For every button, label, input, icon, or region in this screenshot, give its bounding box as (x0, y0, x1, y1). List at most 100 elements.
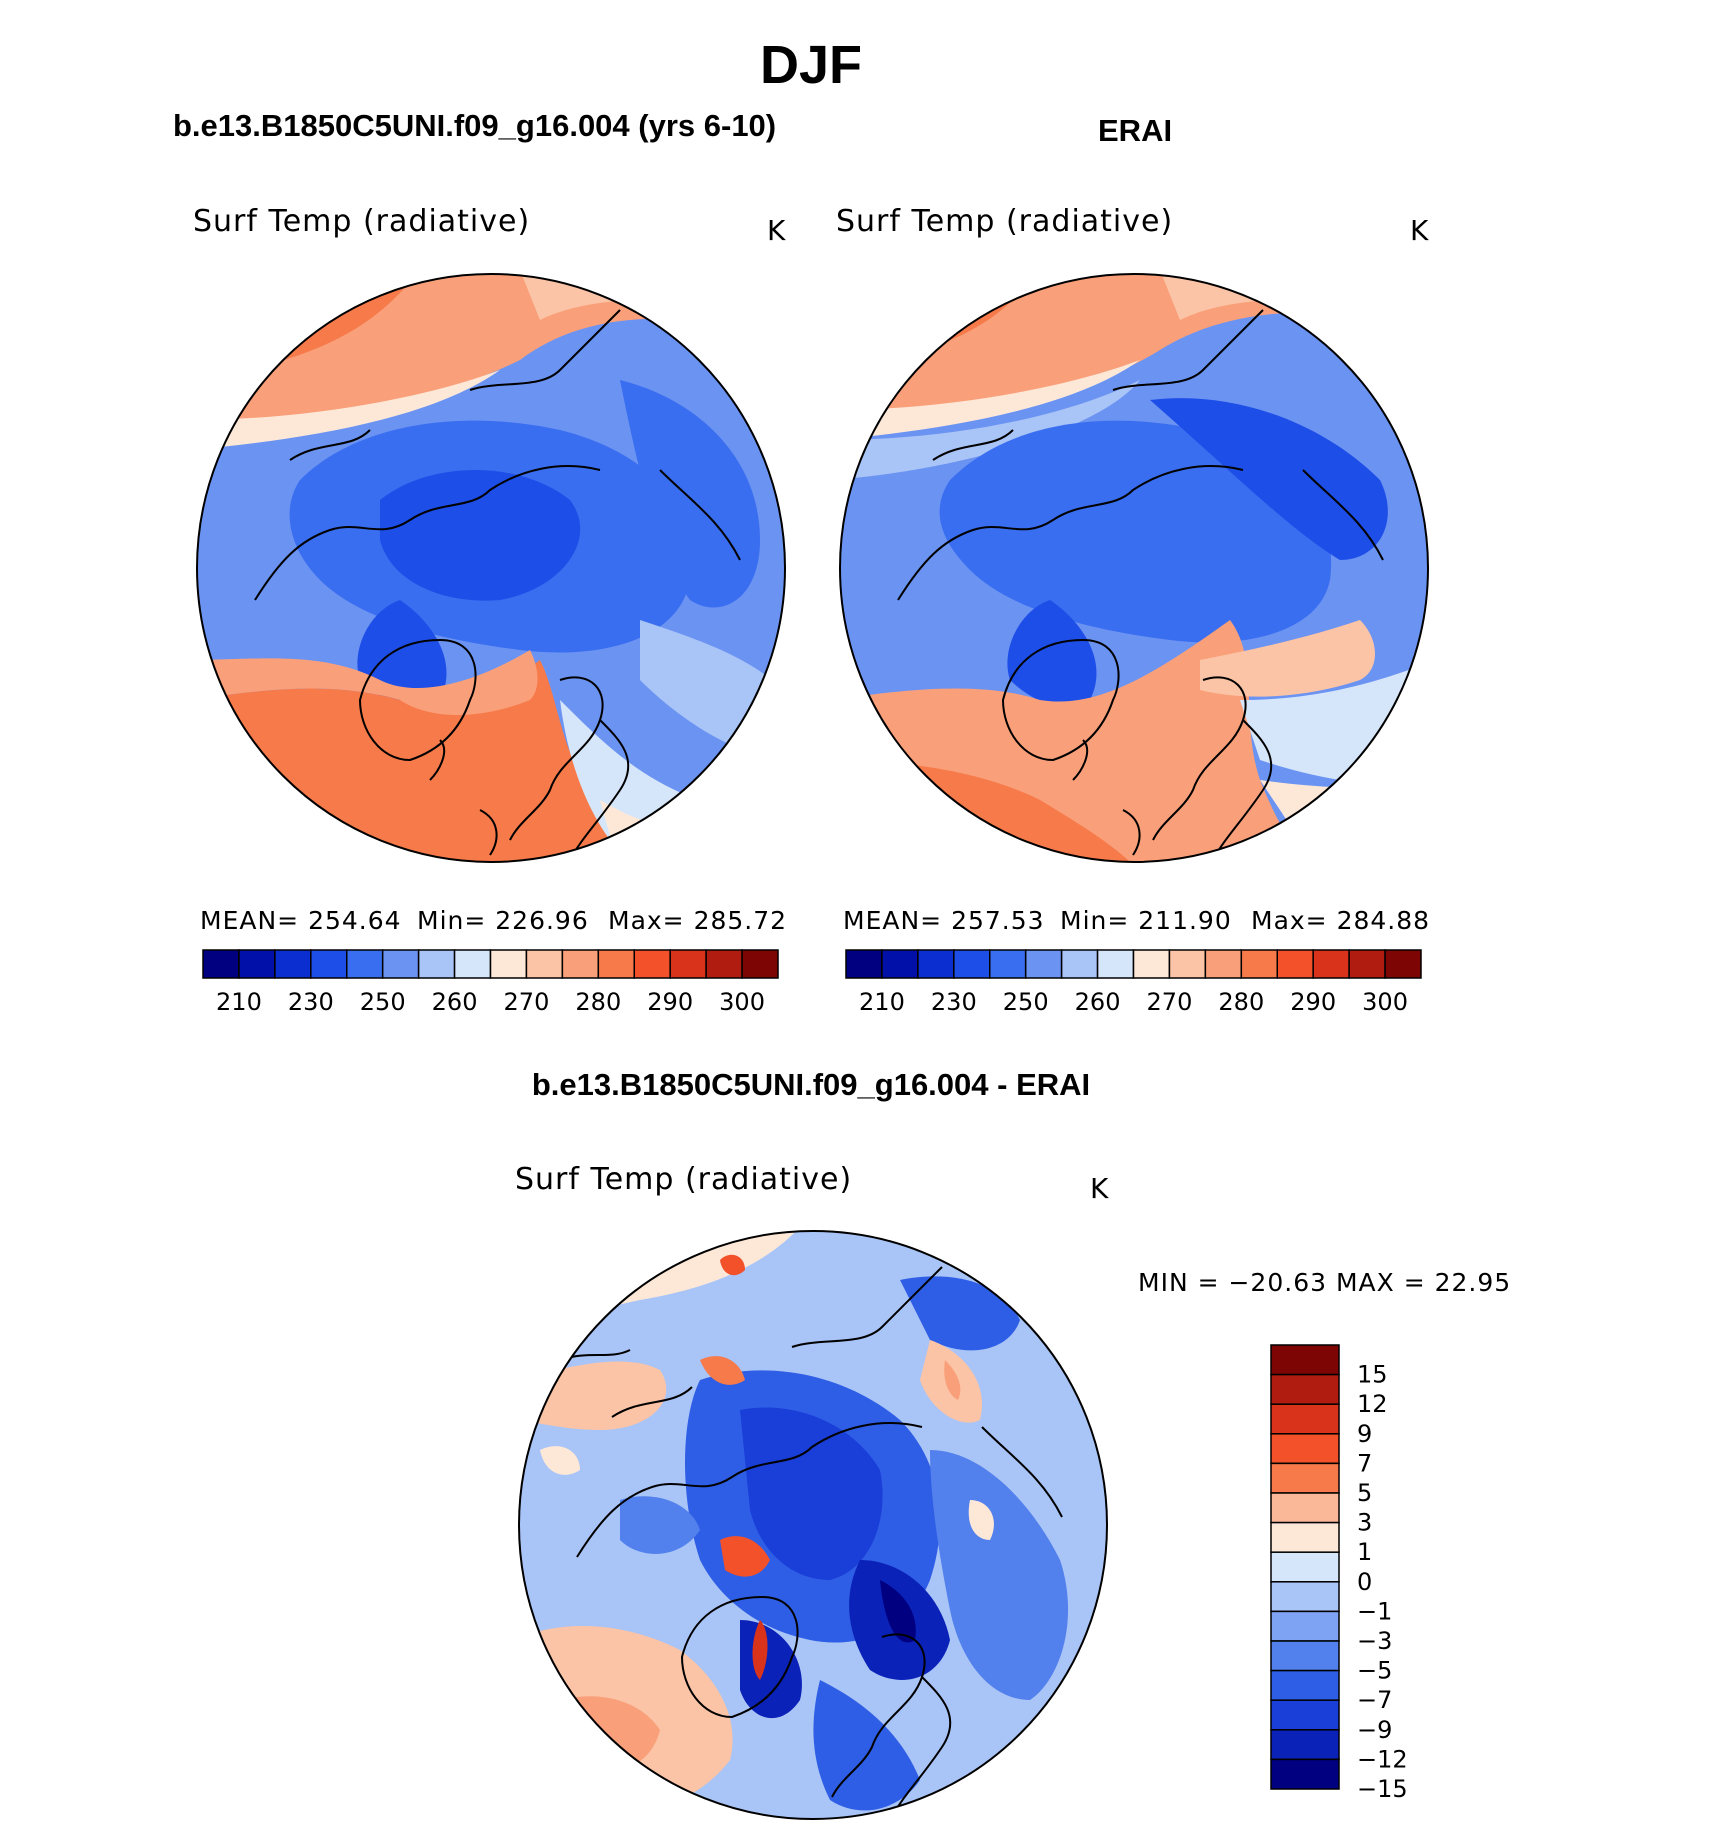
right-colorbar: 210 230 250 260 270 280 290 300 (845, 949, 1422, 1016)
left-map-border (196, 273, 786, 863)
diff-colorbar-swatch (1270, 1521, 1340, 1553)
diff-colorbar-tick-label: −5 (1357, 1657, 1392, 1685)
right-colorbar-swatch (953, 949, 991, 979)
left-colorbar: 210 230 250 260 270 280 290 300 (202, 949, 779, 1016)
right-colorbar-swatch (881, 949, 919, 979)
left-colorbar-tick-label: 250 (360, 988, 406, 1016)
left-colorbar-tick-label: 300 (719, 988, 765, 1016)
diff-colorbar-swatch (1270, 1640, 1340, 1672)
left-colorbar-swatch (453, 949, 492, 979)
left-mean-stat: MEAN= 254.64 (200, 906, 402, 935)
left-colorbar-swatch (597, 949, 635, 979)
diff-colorbar-tick-label: −1 (1357, 1597, 1392, 1625)
diff-colorbar-tick-label: −7 (1357, 1686, 1392, 1714)
diff-colorbar-tick-label: 0 (1357, 1568, 1372, 1596)
left-units-label: K (767, 214, 786, 247)
diff-colorbar-swatch (1270, 1373, 1340, 1405)
diff-colorbar-swatch (1270, 1729, 1340, 1761)
left-colorbar-swatch (489, 949, 528, 979)
diff-panel-title: b.e13.B1850C5UNI.f09_g16.004 - ERAI (531, 1067, 1091, 1102)
diff-minmax-stat: MIN = −20.63 MAX = 22.95 (1138, 1268, 1512, 1297)
right-colorbar-swatch (1132, 949, 1171, 979)
right-colorbar-tick-label: 300 (1362, 988, 1408, 1016)
right-colorbar-swatch (1096, 949, 1135, 979)
diff-colorbar-swatch (1270, 1699, 1340, 1731)
left-colorbar-tick-label: 230 (288, 988, 334, 1016)
right-colorbar-tick-label: 210 (859, 988, 905, 1016)
right-variable-label: Surf Temp (radiative) (836, 204, 1174, 239)
right-colorbar-swatch (1240, 949, 1278, 979)
right-colorbar-tick-label: 250 (1003, 988, 1049, 1016)
left-map (197, 274, 785, 862)
right-mean-stat: MEAN= 257.53 (843, 906, 1045, 935)
diff-colorbar-tick-label: 12 (1357, 1390, 1388, 1418)
left-colorbar-swatch (561, 949, 600, 979)
left-colorbar-swatch (381, 949, 420, 979)
left-colorbar-tick-label: 260 (432, 988, 478, 1016)
right-colorbar-swatch (989, 949, 1027, 979)
right-colorbar-swatch (845, 949, 883, 979)
left-panel-title: b.e13.B1850C5UNI.f09_g16.004 (yrs 6-10) (173, 108, 777, 143)
left-colorbar-tick-label: 290 (647, 988, 693, 1016)
right-max-stat: Max= 284.88 (1251, 906, 1431, 935)
left-colorbar-swatch (202, 949, 240, 979)
diff-colorbar-tick-label: −3 (1357, 1627, 1392, 1655)
right-colorbar-tick-label: 280 (1218, 988, 1264, 1016)
right-colorbar-swatch (1384, 949, 1422, 979)
diff-colorbar-swatch (1270, 1669, 1340, 1701)
right-min-stat: Min= 211.90 (1060, 906, 1232, 935)
right-colorbar-swatch (1024, 949, 1063, 979)
diff-colorbar-swatch (1270, 1551, 1340, 1583)
right-colorbar-swatch (1348, 949, 1386, 979)
left-colorbar-swatch (633, 949, 671, 979)
right-colorbar-swatch (1276, 949, 1314, 979)
right-colorbar-swatch (1204, 949, 1243, 979)
left-colorbar-swatch (705, 949, 743, 979)
left-colorbar-swatch (417, 949, 456, 979)
right-colorbar-swatch (1312, 949, 1350, 979)
diff-colorbar-tick-label: 1 (1357, 1538, 1372, 1566)
main-title: DJF (759, 35, 862, 95)
right-colorbar-tick-label: 290 (1290, 988, 1336, 1016)
right-colorbar-tick-label: 270 (1147, 988, 1193, 1016)
diff-colorbar-tick-label: −15 (1357, 1775, 1408, 1803)
left-colorbar-swatch (310, 949, 348, 979)
left-colorbar-swatch (346, 949, 384, 979)
diff-colorbar-tick-label: −12 (1357, 1745, 1408, 1773)
left-colorbar-swatch (238, 949, 276, 979)
right-colorbar-tick-label: 230 (931, 988, 977, 1016)
diff-colorbar-swatch (1270, 1462, 1340, 1494)
right-map-border (839, 273, 1429, 863)
diff-colorbar-tick-label: 3 (1357, 1509, 1372, 1537)
diff-map-border (518, 1230, 1108, 1820)
left-max-stat: Max= 285.72 (608, 906, 788, 935)
right-panel-title: ERAI (1098, 113, 1173, 148)
right-colorbar-swatch (1168, 949, 1207, 979)
left-colorbar-swatch (741, 949, 779, 979)
left-variable-label: Surf Temp (radiative) (193, 204, 531, 239)
diff-colorbar-tick-label: 15 (1357, 1361, 1388, 1389)
left-colorbar-tick-label: 280 (575, 988, 621, 1016)
diff-units-label: K (1090, 1172, 1109, 1205)
diff-colorbar-tick-label: 7 (1357, 1449, 1372, 1477)
diff-map (519, 1231, 1107, 1819)
left-colorbar-swatch (669, 949, 707, 979)
left-colorbar-tick-label: 210 (216, 988, 262, 1016)
diff-colorbar-tick-label: −9 (1357, 1716, 1392, 1744)
diff-colorbar-swatch (1270, 1492, 1340, 1524)
left-colorbar-tick-label: 270 (504, 988, 550, 1016)
right-colorbar-swatch (917, 949, 955, 979)
diff-colorbar-swatch (1270, 1610, 1340, 1642)
diff-colorbar-tick-label: 5 (1357, 1479, 1372, 1507)
left-colorbar-swatch (525, 949, 564, 979)
right-map (840, 274, 1428, 862)
diff-colorbar-swatch (1270, 1403, 1340, 1435)
diff-colorbar-swatch (1270, 1758, 1340, 1790)
left-min-stat: Min= 226.96 (417, 906, 589, 935)
right-colorbar-tick-label: 260 (1075, 988, 1121, 1016)
diff-colorbar-swatch (1270, 1344, 1340, 1376)
right-units-label: K (1410, 214, 1429, 247)
right-colorbar-swatch (1060, 949, 1099, 979)
